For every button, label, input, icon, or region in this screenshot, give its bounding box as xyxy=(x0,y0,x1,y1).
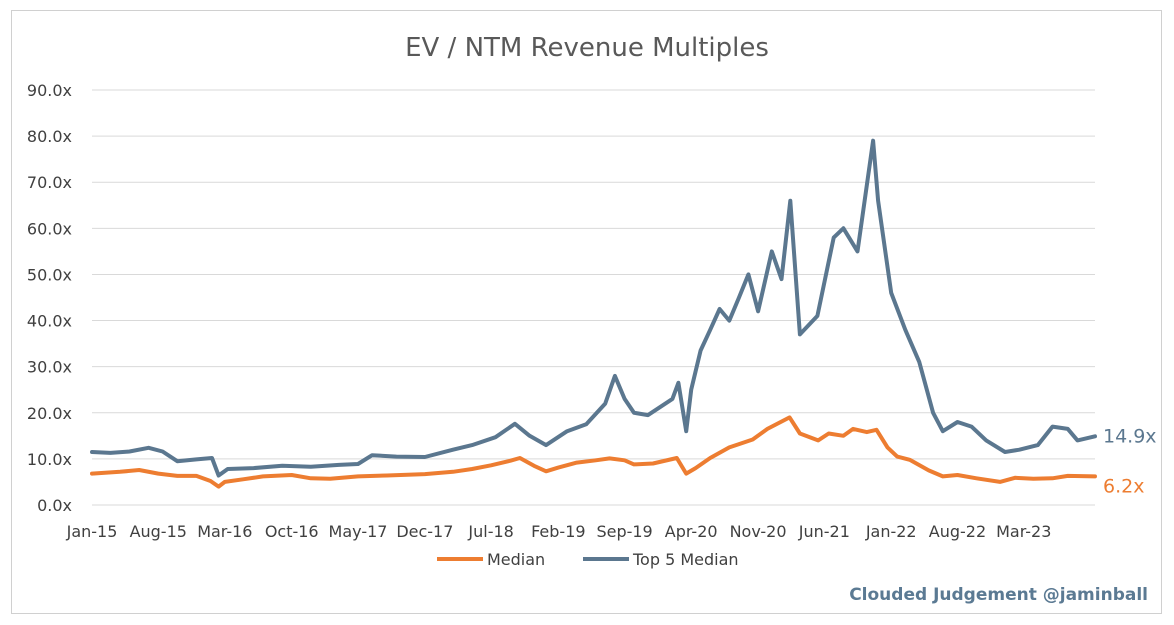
legend-label: Top 5 Median xyxy=(632,550,739,569)
legend-label: Median xyxy=(487,550,545,569)
y-axis-ticks: 0.0x 10.0x 20.0x 30.0x 40.0x 50.0x 60.0x 70.0x 8… xyxy=(27,81,72,515)
y-tick-label: 70.0x xyxy=(27,173,72,192)
x-tick-label: Jul-18 xyxy=(467,522,513,541)
x-tick-label: Jun-21 xyxy=(798,522,850,541)
y-tick-label: 30.0x xyxy=(27,358,72,377)
y-tick-label: 20.0x xyxy=(27,404,72,423)
y-tick-label: 0.0x xyxy=(37,496,72,515)
y-tick-label: 10.0x xyxy=(27,450,72,469)
x-axis-ticks: Jan-15 Aug-15 Mar-16 Oct-16 May-17 Dec-17 Jul-… xyxy=(66,522,1052,541)
legend: Median Top 5 Median xyxy=(437,550,739,569)
y-tick-label: 50.0x xyxy=(27,265,72,284)
x-tick-label: Sep-19 xyxy=(596,522,652,541)
x-tick-label: Mar-23 xyxy=(996,522,1051,541)
y-tick-label: 40.0x xyxy=(27,312,72,331)
gridlines xyxy=(92,89,1095,506)
series-lines xyxy=(90,138,1097,489)
chart-title: EV / NTM Revenue Multiples xyxy=(405,33,769,63)
x-tick-label: Dec-17 xyxy=(396,522,453,541)
series-line-median xyxy=(90,415,1097,489)
x-tick-label: Nov-20 xyxy=(730,522,787,541)
x-tick-label: Aug-22 xyxy=(929,522,986,541)
series-line-top-5-median xyxy=(90,138,1097,478)
x-tick-label: Feb-19 xyxy=(531,522,585,541)
chart-frame xyxy=(11,10,1162,614)
end-value-label: 14.9x xyxy=(1103,425,1157,447)
end-labels: 6.2x 14.9x xyxy=(1103,425,1157,497)
x-tick-label: May-17 xyxy=(329,522,388,541)
x-tick-label: Mar-16 xyxy=(197,522,252,541)
x-tick-label: Jan-15 xyxy=(66,522,118,541)
x-tick-label: Oct-16 xyxy=(265,522,319,541)
y-tick-label: 90.0x xyxy=(27,81,72,100)
x-tick-label: Aug-15 xyxy=(130,522,187,541)
y-tick-label: 80.0x xyxy=(27,127,72,146)
x-tick-label: Jan-22 xyxy=(865,522,917,541)
watermark: Clouded Judgement @jaminball xyxy=(849,585,1148,605)
y-tick-label: 60.0x xyxy=(27,219,72,238)
end-value-label: 6.2x xyxy=(1103,475,1144,497)
x-tick-label: Apr-20 xyxy=(665,522,718,541)
